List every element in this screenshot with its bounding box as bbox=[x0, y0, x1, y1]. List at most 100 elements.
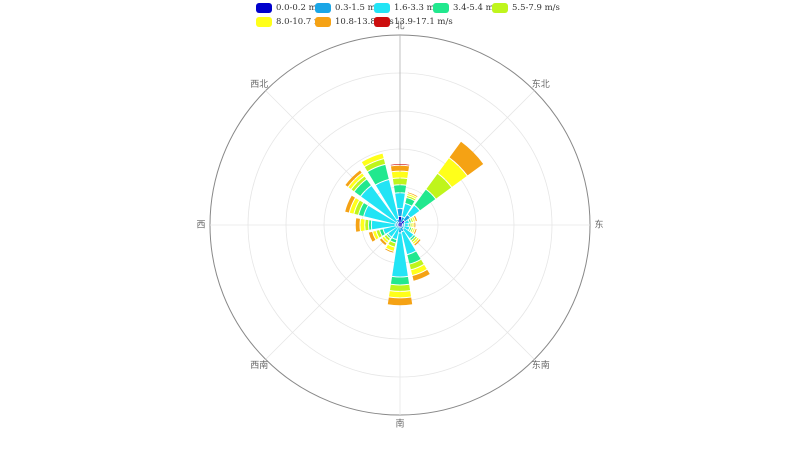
wind-bar-segment[interactable] bbox=[390, 238, 397, 243]
wind-bar-segment[interactable] bbox=[410, 227, 413, 232]
wind-bar-segment[interactable] bbox=[360, 218, 365, 232]
wind-bar-segment[interactable] bbox=[412, 228, 415, 233]
wind-bar-segment[interactable] bbox=[380, 229, 385, 236]
wind-bar-segment[interactable] bbox=[379, 238, 387, 246]
wind-bar-segment[interactable] bbox=[396, 225, 398, 227]
wind-bar-segment[interactable] bbox=[392, 227, 400, 240]
wind-bar-segment[interactable] bbox=[390, 164, 410, 166]
wind-bar-segment[interactable] bbox=[390, 165, 410, 172]
wind-bar-segment[interactable] bbox=[375, 179, 399, 220]
wind-bar-segment[interactable] bbox=[391, 171, 409, 178]
wind-bar-segment[interactable] bbox=[348, 173, 364, 189]
wind-bar-segment[interactable] bbox=[412, 237, 419, 244]
wind-bar-segment[interactable] bbox=[397, 209, 403, 217]
wind-bar-segment[interactable] bbox=[402, 203, 412, 218]
wind-bar-segment[interactable] bbox=[404, 223, 408, 227]
wind-bar-segment[interactable] bbox=[389, 284, 411, 291]
wind-bar-segment[interactable] bbox=[354, 179, 371, 196]
wind-bar-segment[interactable] bbox=[404, 220, 409, 224]
wind-bar-segment[interactable] bbox=[398, 224, 400, 225]
wind-bar-segment[interactable] bbox=[386, 234, 391, 239]
wind-bar-segment[interactable] bbox=[400, 225, 402, 226]
wind-bar-segment[interactable] bbox=[398, 217, 402, 225]
wind-bar-segment[interactable] bbox=[398, 227, 402, 233]
wind-bar-segment[interactable] bbox=[403, 215, 410, 222]
legend-item[interactable]: 10.8-13.8 m/s bbox=[315, 16, 394, 28]
wind-bar-segment[interactable] bbox=[361, 153, 384, 167]
legend-item[interactable]: 5.5-7.9 m/s bbox=[492, 2, 560, 14]
wind-bar-segment[interactable] bbox=[403, 228, 414, 239]
wind-bar-segment[interactable] bbox=[398, 225, 400, 227]
wind-bar-segment[interactable] bbox=[397, 219, 400, 223]
wind-bar-segment[interactable] bbox=[412, 217, 415, 222]
wind-bar-segment[interactable] bbox=[355, 218, 360, 232]
wind-bar-segment[interactable] bbox=[426, 173, 452, 199]
wind-bar-segment[interactable] bbox=[393, 185, 407, 193]
wind-bar-segment[interactable] bbox=[413, 228, 417, 234]
wind-bar-segment[interactable] bbox=[409, 259, 424, 270]
wind-bar-segment[interactable] bbox=[402, 224, 404, 226]
wind-bar-segment[interactable] bbox=[400, 217, 405, 223]
wind-bar-segment[interactable] bbox=[401, 226, 404, 229]
wind-bar-segment[interactable] bbox=[395, 193, 405, 209]
wind-bar-segment[interactable] bbox=[412, 222, 414, 228]
wind-bar-segment[interactable] bbox=[367, 164, 389, 185]
wind-bar-segment[interactable] bbox=[369, 220, 372, 230]
wind-bar-segment[interactable] bbox=[396, 221, 399, 224]
wind-bar-segment[interactable] bbox=[376, 230, 382, 238]
wind-bar-segment[interactable] bbox=[395, 224, 398, 226]
wind-bar-segment[interactable] bbox=[414, 189, 436, 211]
wind-bar-segment[interactable] bbox=[361, 186, 398, 223]
wind-bar-segment[interactable] bbox=[411, 264, 427, 276]
wind-bar-segment[interactable] bbox=[390, 276, 410, 285]
wind-bar-segment[interactable] bbox=[404, 226, 410, 230]
wind-bar-segment[interactable] bbox=[411, 236, 417, 242]
legend-item[interactable]: 3.4-5.4 m/s bbox=[433, 2, 501, 14]
wind-bar-segment[interactable] bbox=[386, 244, 395, 251]
wind-bar-segment[interactable] bbox=[414, 239, 421, 246]
wind-bar-segment[interactable] bbox=[398, 225, 400, 226]
wind-bar-segment[interactable] bbox=[408, 223, 410, 227]
wind-bar-segment[interactable] bbox=[402, 225, 404, 227]
wind-bar-segment[interactable] bbox=[364, 159, 386, 172]
wind-bar-segment[interactable] bbox=[400, 220, 405, 225]
legend-item[interactable]: 1.6-3.3 m/s bbox=[374, 2, 442, 14]
wind-bar-segment[interactable] bbox=[400, 225, 401, 227]
wind-bar-segment[interactable] bbox=[398, 223, 400, 225]
wind-bar-segment[interactable] bbox=[407, 192, 418, 197]
wind-bar-segment[interactable] bbox=[400, 222, 402, 225]
wind-bar-segment[interactable] bbox=[373, 230, 379, 240]
wind-bar-segment[interactable] bbox=[368, 231, 376, 242]
wind-bar-segment[interactable] bbox=[407, 193, 417, 199]
wind-bar-segment[interactable] bbox=[407, 205, 420, 218]
wind-bar-segment[interactable] bbox=[354, 200, 364, 215]
wind-bar-segment[interactable] bbox=[392, 233, 408, 277]
wind-bar-segment[interactable] bbox=[397, 226, 399, 228]
wind-bar-segment[interactable] bbox=[388, 241, 396, 247]
wind-bar-segment[interactable] bbox=[400, 227, 404, 232]
wind-bar-segment[interactable] bbox=[398, 226, 400, 228]
wind-bar-segment[interactable] bbox=[408, 227, 412, 231]
wind-bar-segment[interactable] bbox=[410, 223, 412, 227]
wind-bar-segment[interactable] bbox=[410, 235, 416, 241]
wind-bar-segment[interactable] bbox=[406, 196, 416, 201]
wind-bar-segment[interactable] bbox=[400, 225, 402, 227]
wind-bar-segment[interactable] bbox=[396, 223, 398, 225]
wind-bar-segment[interactable] bbox=[410, 218, 413, 223]
wind-bar-segment[interactable] bbox=[383, 226, 397, 234]
wind-bar-segment[interactable] bbox=[412, 269, 430, 281]
legend-item[interactable]: 13.9-17.1 m/s bbox=[374, 16, 453, 28]
wind-bar-segment[interactable] bbox=[408, 219, 411, 223]
wind-bar-segment[interactable] bbox=[414, 222, 416, 228]
wind-bar-segment[interactable] bbox=[398, 222, 400, 225]
wind-bar-segment[interactable] bbox=[365, 219, 369, 231]
wind-bar-segment[interactable] bbox=[388, 291, 412, 298]
legend-item[interactable]: 0.3-1.5 m/s bbox=[315, 2, 383, 14]
wind-bar-segment[interactable] bbox=[401, 231, 416, 255]
wind-bar-segment[interactable] bbox=[382, 236, 389, 243]
wind-bar-segment[interactable] bbox=[364, 205, 396, 224]
wind-bar-segment[interactable] bbox=[359, 203, 368, 216]
legend-item[interactable]: 0.0-0.2 m/s bbox=[256, 2, 324, 14]
wind-bar-segment[interactable] bbox=[345, 195, 355, 213]
wind-bar-segment[interactable] bbox=[438, 158, 467, 187]
